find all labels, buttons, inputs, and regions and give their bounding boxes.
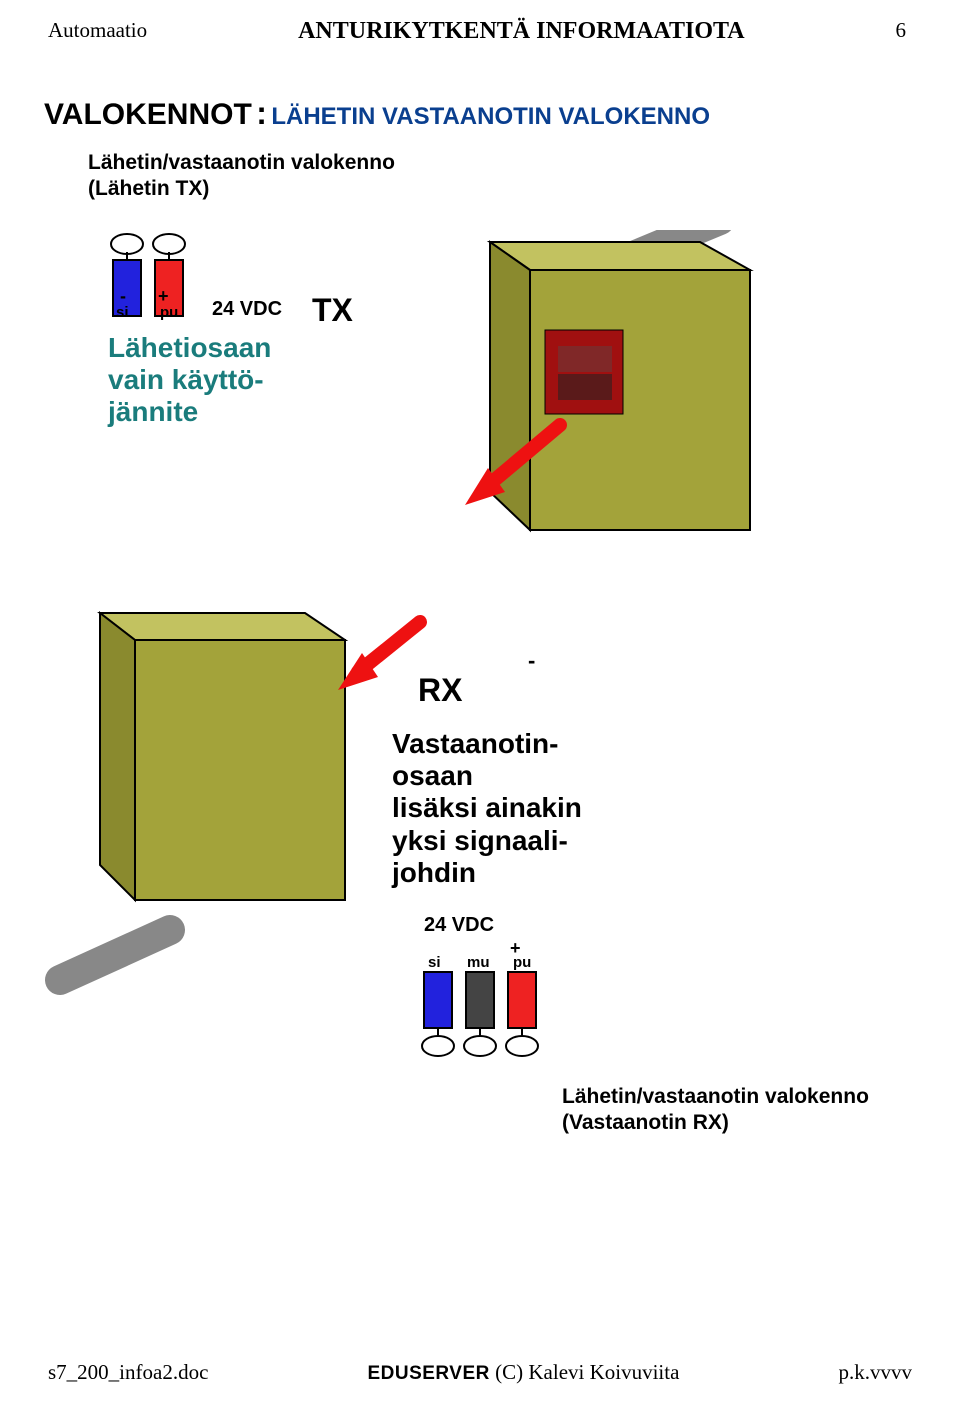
rx-note-l3: lisäksi ainakin [392, 792, 582, 823]
footer-center: EDUSERVER (C) Kalevi Koivuviita [208, 1360, 838, 1385]
diagram-area: - + si pu 24 VDC TX Lähetiosaan vain käy… [0, 230, 960, 1280]
rx-stray-minus: - [528, 648, 535, 674]
tx-big-label: TX [312, 292, 353, 329]
rx-big-label: RX [418, 672, 462, 709]
rx-note-l4: yksi signaali- [392, 825, 568, 856]
tx-note: Lähetiosaan vain käyttö- jännite [108, 332, 271, 429]
footer-left: s7_200_infoa2.doc [48, 1360, 208, 1385]
tx-pu-label: pu [160, 304, 178, 321]
rx-terminals [422, 972, 538, 1056]
footer-brand: EDUSERVER [367, 1363, 489, 1384]
rx-caption-l1: Lähetin/vastaanotin valokenno [562, 1085, 869, 1108]
tx-note-l2: vain käyttö- [108, 364, 264, 395]
page-header: Automaatio ANTURIKYTKENTÄ INFORMAATIOTA … [0, 0, 960, 45]
header-left: Automaatio [48, 18, 147, 43]
tx-caption-line2: (Lähetin TX) [88, 177, 209, 200]
rx-caption-l2: (Vastaanotin RX) [562, 1111, 729, 1134]
title-main: VALOKENNOT [44, 98, 252, 131]
footer-author: (C) Kalevi Koivuviita [490, 1360, 680, 1384]
footer-right: p.k.vvvv [839, 1360, 913, 1385]
page: Automaatio ANTURIKYTKENTÄ INFORMAATIOTA … [0, 0, 960, 1407]
tx-sensor [490, 230, 750, 530]
tx-note-l1: Lähetiosaan [108, 332, 271, 363]
title-sub: LÄHETIN VASTAANOTIN VALOKENNO [271, 103, 710, 130]
rx-note-l5: johdin [392, 857, 476, 888]
tx-caption: Lähetin/vastaanotin valokenno (Lähetin T… [0, 132, 960, 203]
rx-sensor [60, 613, 345, 980]
rx-note-l1: Vastaanotin- [392, 728, 558, 759]
rx-caption: Lähetin/vastaanotin valokenno (Vastaanot… [562, 1084, 869, 1137]
title-block: VALOKENNOT : LÄHETIN VASTAANOTIN VALOKEN… [0, 45, 960, 132]
rx-beam-arrow [338, 622, 420, 690]
rx-si-label: si [428, 954, 441, 971]
page-footer: s7_200_infoa2.doc EDUSERVER (C) Kalevi K… [0, 1360, 960, 1385]
rx-pu-label: pu [513, 954, 531, 971]
tx-caption-line1: Lähetin/vastaanotin valokenno [88, 151, 395, 174]
rx-mu-label: mu [467, 954, 490, 971]
tx-si-label: si [116, 304, 129, 321]
title-colon: : [256, 95, 267, 131]
rx-note-l2: osaan [392, 760, 473, 791]
header-title: ANTURIKYTKENTÄ INFORMAATIOTA [147, 18, 895, 45]
rx-note: Vastaanotin- osaan lisäksi ainakin yksi … [392, 728, 582, 889]
page-number: 6 [896, 18, 913, 43]
tx-voltage-label: 24 VDC [212, 298, 282, 321]
tx-note-l3: jännite [108, 396, 198, 427]
rx-voltage-label: 24 VDC [424, 914, 494, 937]
